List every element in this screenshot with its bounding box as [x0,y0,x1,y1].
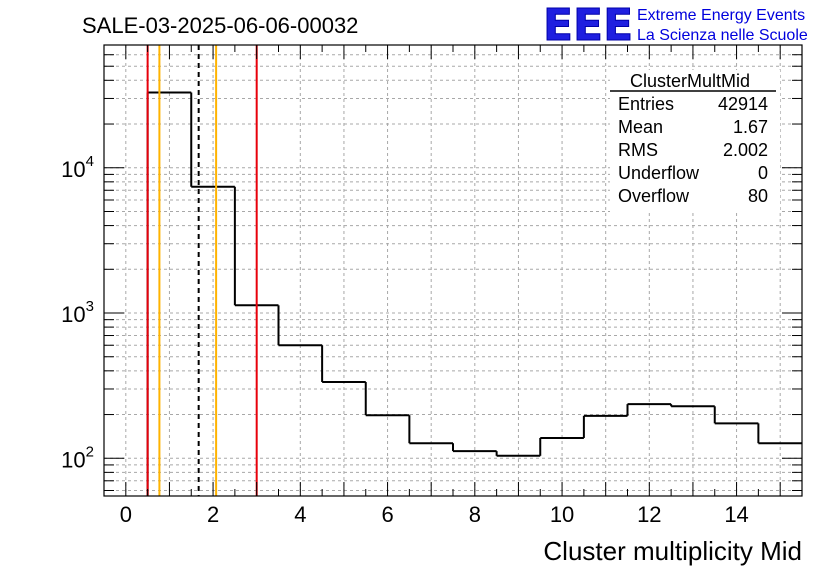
y-tick-label: 102 [61,443,94,472]
stats-rows: Entries 42914 Mean 1.67 RMS 2.002 Underflow 0 Ov… [618,94,768,206]
stats-row-label: Overflow [618,186,690,206]
stats-row-label: Mean [618,117,663,137]
y-tick-label: 104 [61,153,94,182]
y-tick-labels: 102 103 104 [61,153,94,473]
stats-row-label: Entries [618,94,674,114]
logo-line-1: Extreme Energy Events [637,7,805,24]
stats-row-value: 80 [748,186,768,206]
grid-lines [104,44,802,496]
x-tick-label: 14 [724,502,748,527]
stats-box-title: ClusterMultMid [630,71,750,91]
chart-title: SALE-03-2025-06-06-00032 [82,13,358,38]
stats-box-background [610,70,780,212]
marker-lines [146,45,258,496]
axis-ticks [103,44,803,496]
x-tick-label: 12 [637,502,661,527]
x-tick-label: 2 [207,502,219,527]
x-tick-label: 8 [469,502,481,527]
x-axis-label: Cluster multiplicity Mid [543,536,802,566]
x-tick-label: 4 [294,502,306,527]
stats-row-label: RMS [618,140,658,160]
stats-box: ClusterMultMid Entries 42914 Mean 1.67 RMS 2.… [610,70,780,212]
x-tick-label: 6 [381,502,393,527]
stats-row-value: 0 [758,163,768,183]
x-tick-label: 10 [550,502,574,527]
logo-mark: EEE [543,0,633,51]
stats-row-value: 42914 [718,94,768,114]
stats-row-label: Underflow [618,163,700,183]
eee-logo: EEE Extreme Energy Events La Scienza nel… [543,0,808,52]
y-tick-label: 103 [61,298,94,327]
x-tick-labels: 0 2 4 6 8 10 12 14 [120,502,749,527]
stats-row-value: 2.002 [723,140,768,160]
x-tick-label: 0 [120,502,132,527]
logo-line-2: La Scienza nelle Scuole [637,27,808,44]
stats-row-value: 1.67 [733,117,768,137]
